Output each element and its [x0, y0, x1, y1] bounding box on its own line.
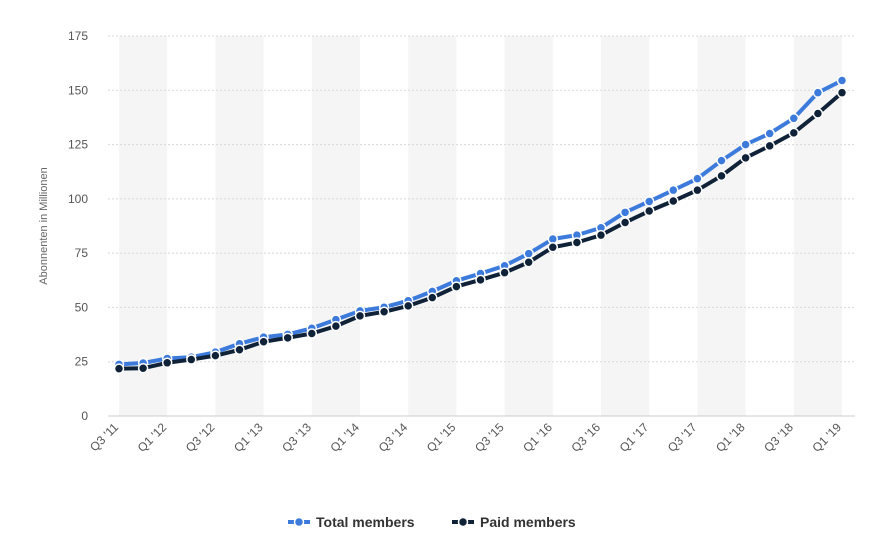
data-point[interactable] [619, 217, 631, 228]
data-point[interactable] [523, 248, 534, 259]
x-axis-ticks: Q3 '11 Q1 '12 Q3 '12 Q1 '13 Q3 '13 Q1 '14 Q3 '… [87, 420, 844, 455]
data-point[interactable] [186, 354, 197, 365]
band [119, 36, 168, 416]
data-point[interactable] [692, 173, 703, 184]
legend-label: Paid members [480, 514, 576, 530]
band [311, 36, 360, 416]
data-point[interactable] [234, 344, 245, 356]
y-axis-label: Abonnenten in Millionen [38, 167, 50, 284]
data-point[interactable] [668, 184, 679, 196]
x-tick-label: Q1 '13 [231, 420, 266, 455]
data-point[interactable] [475, 274, 486, 286]
data-point[interactable] [547, 242, 559, 253]
data-point[interactable] [788, 113, 800, 124]
x-tick-label: Q3 '16 [568, 420, 603, 455]
background-bands [119, 36, 842, 416]
data-point[interactable] [692, 184, 703, 196]
data-point[interactable] [619, 207, 631, 218]
data-point[interactable] [836, 75, 848, 86]
data-point[interactable] [595, 229, 607, 241]
y-tick-label: 50 [75, 300, 89, 314]
data-point[interactable] [402, 300, 414, 312]
data-point[interactable] [378, 306, 390, 318]
x-tick-label: Q1 '15 [424, 420, 459, 455]
data-point[interactable] [836, 87, 848, 98]
data-point[interactable] [161, 357, 173, 369]
y-tick-label: 125 [68, 138, 88, 152]
x-tick-label: Q3 '18 [761, 420, 796, 455]
data-point[interactable] [354, 310, 366, 322]
y-axis-ticks: 0 25 50 75 100 125 150 175 [68, 29, 88, 423]
band [697, 36, 746, 416]
x-tick-label: Q3 '13 [279, 420, 314, 455]
band [504, 36, 553, 416]
x-tick-label: Q1 '16 [520, 420, 555, 455]
y-tick-label: 150 [68, 83, 88, 97]
y-tick-label: 0 [81, 409, 88, 423]
data-point[interactable] [210, 350, 221, 361]
data-point[interactable] [258, 336, 269, 347]
legend[interactable]: Total members Paid members [288, 514, 576, 530]
data-point[interactable] [282, 332, 293, 344]
y-tick-label: 75 [75, 246, 89, 260]
x-tick-label: Q1 '12 [135, 420, 170, 455]
data-point[interactable] [330, 320, 342, 332]
x-tick-label: Q3 '12 [183, 420, 218, 455]
x-tick-label: Q1 '18 [713, 420, 748, 455]
data-point[interactable] [499, 267, 510, 278]
legend-swatch-marker [293, 516, 305, 528]
data-point[interactable] [812, 87, 824, 98]
x-tick-label: Q3 '14 [376, 420, 411, 455]
data-point[interactable] [716, 170, 727, 182]
grid-lines [108, 35, 855, 417]
band [408, 36, 457, 416]
data-point[interactable] [668, 195, 679, 207]
data-point[interactable] [740, 139, 751, 150]
y-tick-label: 100 [68, 192, 88, 206]
x-tick-label: Q3 '15 [472, 420, 507, 455]
data-point[interactable] [788, 127, 800, 139]
band [215, 36, 264, 416]
x-tick-label: Q3 '11 [87, 420, 121, 454]
x-tick-label: Q3 '17 [665, 420, 700, 455]
data-point[interactable] [716, 155, 727, 166]
data-point[interactable] [643, 205, 655, 217]
data-point[interactable] [427, 292, 438, 303]
y-tick-label: 25 [75, 355, 89, 369]
legend-item[interactable]: Paid members [452, 514, 576, 530]
data-series [113, 75, 848, 374]
data-point[interactable] [571, 237, 583, 248]
data-point[interactable] [812, 108, 824, 119]
x-tick-label: Q1 '19 [809, 420, 844, 455]
data-point[interactable] [523, 257, 534, 268]
data-point[interactable] [764, 128, 775, 139]
x-tick-label: Q1 '17 [617, 420, 652, 455]
y-tick-label: 175 [68, 29, 88, 43]
data-point[interactable] [764, 140, 775, 152]
data-point[interactable] [451, 281, 462, 292]
data-point[interactable] [137, 362, 149, 374]
data-point[interactable] [740, 152, 751, 164]
data-point[interactable] [113, 363, 125, 374]
legend-label: Total members [316, 514, 415, 530]
data-point[interactable] [306, 328, 318, 339]
data-point[interactable] [643, 196, 655, 207]
legend-item[interactable]: Total members [288, 514, 415, 530]
series-paid-members [113, 87, 848, 374]
x-tick-label: Q1 '14 [327, 420, 362, 455]
legend-swatch-marker [457, 516, 469, 528]
